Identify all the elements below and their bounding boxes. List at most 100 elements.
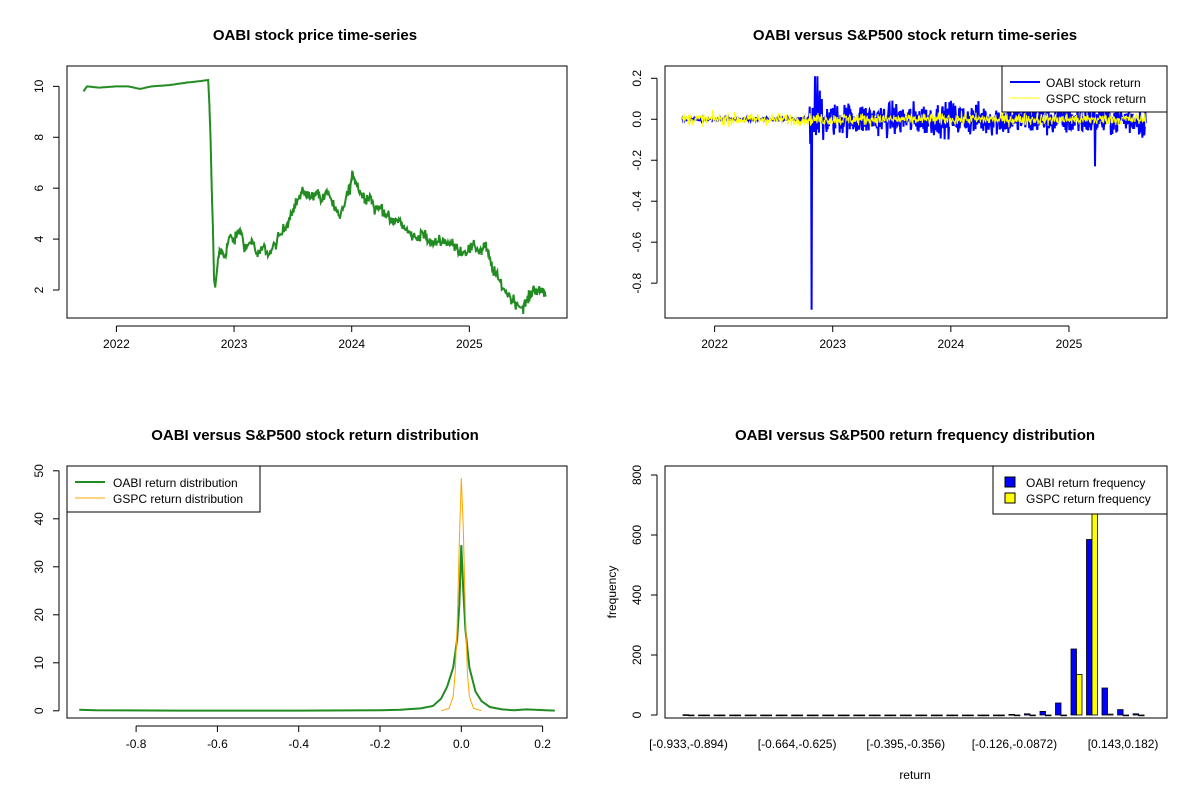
x-tick-label: [-0.933,-0.894) — [649, 737, 728, 751]
gspc-frequency-bar — [967, 714, 974, 717]
distribution-plot-box — [66, 465, 568, 719]
gspc-frequency-bar — [1014, 714, 1021, 717]
y-tick-label: -0.4 — [630, 191, 644, 212]
price-chart-title: OABI stock price time-series — [213, 27, 417, 44]
return-legend: OABI stock return GSPC stock return — [1001, 65, 1168, 113]
return-plot-box — [664, 65, 1168, 319]
distribution-legend: OABI return distribution GSPC return dis… — [66, 465, 261, 513]
legend-gspc-frequency-label: GSPC return frequency — [1026, 492, 1151, 506]
price-series-line — [82, 78, 547, 314]
oabi-frequency-bar — [930, 714, 938, 717]
oabi-frequency-bar — [1132, 713, 1139, 716]
gspc-frequency-bar — [1122, 714, 1129, 717]
legend-gspc-distribution-label: GSPC return distribution — [113, 492, 243, 506]
oabi-frequency-bar — [713, 714, 720, 717]
legend-gspc-return-label: GSPC stock return — [1046, 92, 1146, 106]
oabi-frequency-bar — [853, 714, 860, 717]
price-plot-box — [66, 65, 568, 319]
gspc-frequency-bar — [843, 714, 850, 717]
gspc-frequency-bar — [1107, 713, 1114, 716]
legend-oabi-frequency-label: OABI return frequency — [1026, 476, 1145, 490]
oabi-frequency-bar — [1117, 709, 1124, 716]
x-tick-label: 2023 — [819, 337, 846, 351]
y-tick-label: 400 — [630, 585, 644, 605]
y-tick-label: 4 — [32, 235, 46, 242]
gspc-frequency-bar — [719, 714, 726, 717]
gspc-frequency-bar — [734, 714, 741, 717]
y-tick-label: 10 — [32, 79, 46, 93]
oabi-frequency-bar — [682, 714, 689, 716]
oabi-frequency-bar — [946, 714, 953, 717]
x-tick-label: [0.143,0.182) — [1088, 737, 1159, 751]
gspc-frequency-bar — [1029, 714, 1036, 717]
y-tick-label: 0 — [32, 707, 46, 714]
oabi-frequency-bar — [899, 714, 907, 717]
x-tick-label: [-0.664,-0.625) — [758, 737, 837, 751]
x-tick-label: -0.6 — [207, 737, 228, 751]
gspc-frequency-bar — [1060, 714, 1067, 717]
x-tick-label: 2024 — [937, 337, 964, 351]
y-tick-label: 2 — [32, 286, 46, 293]
oabi-frequency-bar — [806, 714, 814, 717]
oabi-frequency-bar — [729, 714, 736, 717]
frequency-histogram-panel: OABI versus S&P500 return frequency dist… — [605, 427, 1168, 782]
gspc-frequency-bar — [1076, 674, 1083, 716]
oabi-frequency-bar — [760, 714, 767, 717]
oabi-frequency-bar — [698, 714, 705, 717]
gspc-frequency-bar — [905, 714, 912, 717]
gspc-frequency-bar — [765, 714, 772, 717]
x-tick-label: [-0.126,-0.0872) — [972, 737, 1057, 751]
legend-oabi-frequency-swatch — [1004, 476, 1016, 488]
gspc-frequency-bar — [858, 714, 866, 717]
gspc-frequency-bar — [889, 714, 897, 717]
y-tick-label: -0.6 — [630, 232, 644, 253]
y-tick-label: 600 — [630, 525, 644, 545]
gspc-frequency-bar — [920, 714, 928, 717]
oabi-frequency-bar — [1070, 648, 1077, 716]
oabi-frequency-bar — [1039, 711, 1046, 716]
gspc-frequency-bar — [951, 714, 959, 717]
gspc-frequency-bar — [703, 714, 710, 717]
return-legend-box — [1001, 65, 1168, 113]
x-tick-label: 2022 — [103, 337, 130, 351]
oabi-frequency-bar — [977, 714, 984, 717]
legend-oabi-distribution-label: OABI return distribution — [113, 476, 238, 490]
gspc-frequency-bar — [998, 714, 1005, 717]
frequency-plot-box — [664, 465, 1168, 719]
return-distribution-panel: OABI versus S&P500 stock return distribu… — [32, 427, 568, 751]
x-tick-label: 2024 — [338, 337, 365, 351]
y-tick-label: 10 — [32, 656, 46, 670]
x-tick-label: 2023 — [221, 337, 248, 351]
x-tick-label: 0.0 — [453, 737, 470, 751]
oabi-frequency-bar — [744, 714, 751, 717]
oabi-frequency-bar — [962, 714, 969, 717]
y-tick-label: 0 — [630, 711, 644, 718]
gspc-frequency-bar — [1045, 714, 1052, 717]
gspc-frequency-bar — [1138, 714, 1145, 717]
y-tick-label: 40 — [32, 512, 46, 526]
distribution-chart-title: OABI versus S&P500 stock return distribu… — [151, 427, 479, 444]
gspc-return-line — [681, 110, 1147, 128]
x-tick-label: 2025 — [456, 337, 483, 351]
y-tick-label: 0.2 — [630, 70, 644, 87]
return-time-series-panel: OABI versus S&P500 stock return time-ser… — [630, 27, 1168, 351]
oabi-frequency-bar — [1101, 687, 1108, 716]
x-tick-label: -0.4 — [288, 737, 309, 751]
y-tick-label: 0.0 — [630, 111, 644, 128]
y-tick-label: -0.2 — [630, 150, 644, 171]
gspc-frequency-bar — [874, 714, 881, 717]
x-tick-label: 2022 — [701, 337, 728, 351]
legend-oabi-return-label: OABI stock return — [1046, 76, 1141, 90]
x-tick-label: 2025 — [1056, 337, 1083, 351]
y-tick-label: 800 — [630, 465, 644, 485]
oabi-frequency-bar — [1086, 539, 1093, 716]
gspc-density-line — [440, 477, 482, 712]
oabi-frequency-bar — [837, 714, 845, 717]
oabi-frequency-bar — [1024, 713, 1031, 716]
y-tick-label: 8 — [32, 134, 46, 141]
oabi-frequency-bar — [1055, 702, 1062, 716]
oabi-frequency-bar — [775, 714, 782, 717]
y-tick-label: 200 — [630, 645, 644, 665]
return-chart-title: OABI versus S&P500 stock return time-ser… — [753, 27, 1077, 44]
